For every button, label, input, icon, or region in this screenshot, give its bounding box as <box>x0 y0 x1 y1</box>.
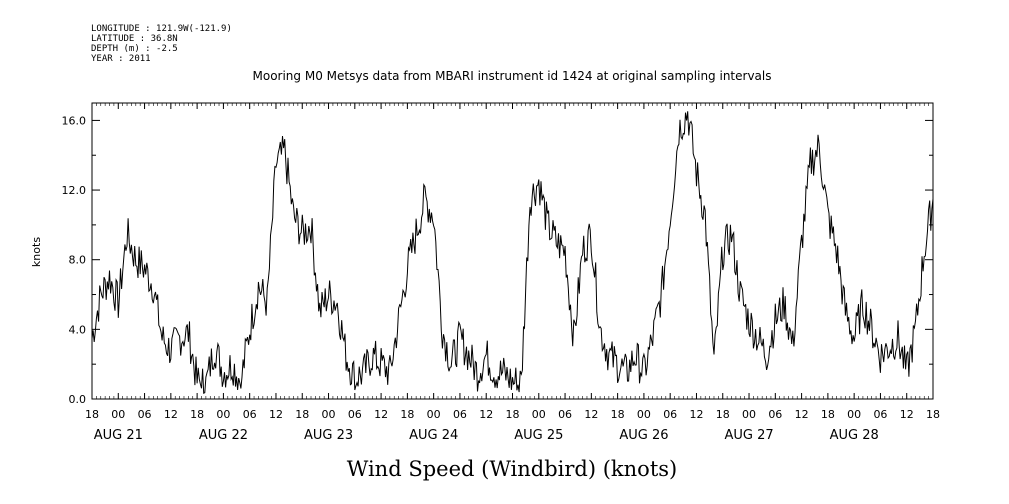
x-hour-label: 12 <box>164 408 178 421</box>
x-hour-label: 00 <box>322 408 336 421</box>
x-hour-label: 00 <box>637 408 651 421</box>
x-date-label: AUG 28 <box>830 428 879 443</box>
x-date-label: AUG 25 <box>514 428 563 443</box>
top-minor-ticks <box>91 103 934 399</box>
x-hour-label: 06 <box>348 408 362 421</box>
x-hour-label: 12 <box>795 408 809 421</box>
series-line-wind-speed <box>91 111 934 394</box>
x-hour-label: 12 <box>584 408 598 421</box>
depth-label: DEPTH (m) : -2.5 <box>91 44 178 54</box>
x-hour-label: 18 <box>821 408 835 421</box>
x-hour-label: 18 <box>190 408 204 421</box>
x-hour-label: 12 <box>900 408 914 421</box>
x-hour-label: 00 <box>532 408 546 421</box>
x-date-label: AUG 21 <box>94 428 143 443</box>
x-hour-label: 06 <box>453 408 467 421</box>
x-hour-label: 00 <box>427 408 441 421</box>
x-hour-label: 12 <box>269 408 283 421</box>
y-axis: 0.0 4.0 8.0 12.0 16.0 <box>62 114 933 406</box>
x-hour-label: 00 <box>216 408 230 421</box>
x-date-label: AUG 27 <box>724 428 773 443</box>
longitude-label: LONGITUDE : 121.9W(-121.9) <box>91 24 232 34</box>
x-hour-label: 12 <box>374 408 388 421</box>
y-axis-label: knots <box>30 237 43 267</box>
plot-frame <box>91 102 934 400</box>
x-date-label: AUG 26 <box>619 428 668 443</box>
y-tick-label: 12.0 <box>62 184 87 197</box>
x-hour-label: 06 <box>873 408 887 421</box>
x-date-label: AUG 22 <box>199 428 248 443</box>
x-hour-label: 12 <box>479 408 493 421</box>
y-tick-label: 16.0 <box>62 114 87 127</box>
x-hour-label: 00 <box>111 408 125 421</box>
y-tick-label: 8.0 <box>69 254 87 267</box>
x-hour-label: 18 <box>926 408 940 421</box>
y-tick-label: 4.0 <box>69 323 87 336</box>
x-hour-label: 18 <box>506 408 520 421</box>
x-hour-label: 18 <box>400 408 414 421</box>
chart-title: Mooring M0 Metsys data from MBARI instru… <box>253 69 772 83</box>
x-hour-label: 18 <box>295 408 309 421</box>
x-hour-label: 06 <box>768 408 782 421</box>
x-hour-label: 18 <box>85 408 99 421</box>
x-date-label: AUG 23 <box>304 428 353 443</box>
x-hour-label: 12 <box>689 408 703 421</box>
x-axis-title: Wind Speed (Windbird) (knots) <box>347 457 677 481</box>
year-label: YEAR : 2011 <box>91 54 151 64</box>
x-date-label: AUG 24 <box>409 428 458 443</box>
x-hour-label: 06 <box>243 408 257 421</box>
x-hour-label: 18 <box>716 408 730 421</box>
x-hour-label: 06 <box>558 408 572 421</box>
latitude-label: LATITUDE : 36.8N <box>91 34 178 44</box>
x-hour-label: 00 <box>847 408 861 421</box>
x-hour-label: 00 <box>742 408 756 421</box>
x-hour-label: 06 <box>663 408 677 421</box>
x-hour-label: 06 <box>138 408 152 421</box>
y-tick-label: 0.0 <box>69 393 87 406</box>
x-hour-label: 18 <box>611 408 625 421</box>
x-axis: 18 00 06 12 18 00 06 12 18 00 06 12 18 00 06 12 18 00 06 12… <box>85 103 940 443</box>
